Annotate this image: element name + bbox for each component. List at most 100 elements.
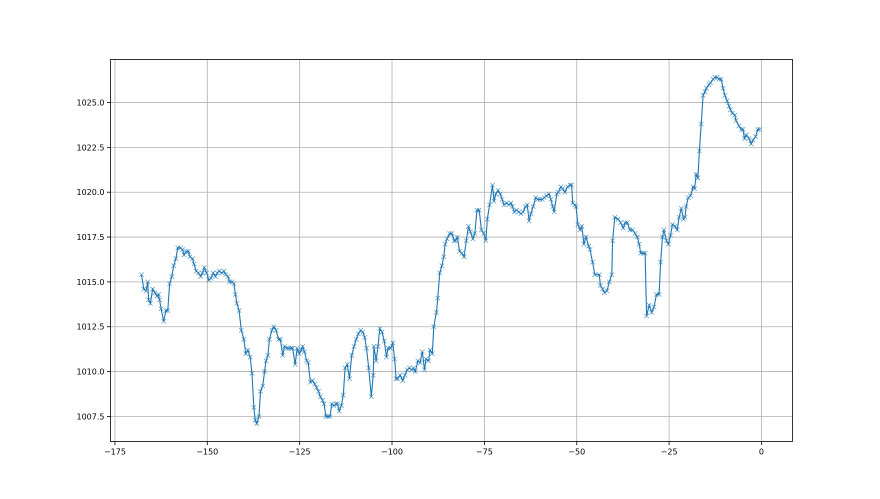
data-point-marker xyxy=(360,329,366,335)
data-point-marker xyxy=(231,281,237,287)
data-point-marker xyxy=(390,340,396,346)
data-point-marker xyxy=(698,121,704,127)
data-point-marker xyxy=(738,126,744,132)
data-point-marker xyxy=(618,220,624,226)
data-point-marker xyxy=(201,265,207,270)
ticks: −175 −150 −125 −100 −75 −50 −25 0 1007.5 1010.0 10… xyxy=(77,99,765,457)
data-point-marker xyxy=(212,274,218,279)
data-point-marker xyxy=(651,304,657,310)
data-point-marker xyxy=(158,306,164,312)
data-point-marker xyxy=(221,268,227,274)
data-point-marker xyxy=(143,288,149,294)
data-point-marker xyxy=(439,263,445,269)
data-point-marker xyxy=(444,236,450,242)
data-point-marker xyxy=(661,227,667,233)
data-point-marker xyxy=(186,248,191,254)
data-point-marker xyxy=(336,408,342,414)
data-point-marker xyxy=(351,344,357,349)
data-point-marker xyxy=(703,85,709,91)
y-tick-label: 1012.5 xyxy=(77,323,105,332)
data-point-marker xyxy=(526,218,532,224)
data-point-marker xyxy=(581,241,587,247)
data-point-marker xyxy=(284,345,290,351)
data-point-marker xyxy=(269,327,275,333)
data-point-marker xyxy=(530,204,536,210)
data-point-marker xyxy=(256,413,262,419)
data-point-marker xyxy=(497,191,503,197)
data-point-marker xyxy=(555,189,561,195)
data-point-marker xyxy=(499,196,505,202)
data-point-marker xyxy=(724,98,730,104)
data-point-marker xyxy=(669,222,675,227)
data-point-marker xyxy=(562,189,568,195)
data-point-marker xyxy=(658,259,664,265)
data-point-marker xyxy=(748,141,754,147)
data-point-marker xyxy=(210,270,216,276)
data-point-marker xyxy=(495,187,501,193)
data-point-marker xyxy=(746,135,752,141)
data-point-marker xyxy=(622,220,628,226)
data-point-marker xyxy=(204,270,210,276)
axes-frame xyxy=(110,59,793,442)
data-point-marker xyxy=(325,413,331,419)
data-point-marker xyxy=(402,372,408,378)
data-point-marker xyxy=(551,209,557,215)
data-point-marker xyxy=(733,118,739,123)
data-point-marker xyxy=(606,279,612,285)
data-point-marker xyxy=(375,344,381,349)
y-tick-label: 1022.5 xyxy=(77,143,105,152)
data-point-marker xyxy=(236,308,242,314)
data-point-marker xyxy=(610,238,616,244)
data-point-marker xyxy=(548,196,554,202)
data-point-marker xyxy=(161,318,167,324)
data-point-marker xyxy=(370,372,376,378)
data-point-marker xyxy=(294,345,300,351)
data-point-marker xyxy=(147,300,153,306)
data-point-marker xyxy=(449,231,455,236)
data-point-marker xyxy=(312,381,318,387)
data-point-marker xyxy=(146,297,152,303)
data-point-marker xyxy=(474,207,480,213)
data-point-marker xyxy=(338,403,344,409)
data-point-marker xyxy=(187,254,193,260)
data-point-marker xyxy=(753,134,759,140)
data-point-marker xyxy=(165,308,171,314)
data-point-marker xyxy=(150,286,156,292)
data-point-marker xyxy=(483,238,489,244)
data-point-marker xyxy=(238,327,244,333)
data-point-marker xyxy=(167,281,173,287)
data-point-marker xyxy=(682,214,688,220)
data-point-marker xyxy=(280,352,286,358)
data-point-marker xyxy=(646,302,652,308)
data-point-marker xyxy=(459,250,465,256)
data-point-marker xyxy=(180,247,185,253)
data-point-marker xyxy=(384,354,389,360)
data-point-marker xyxy=(470,236,476,242)
data-point-marker xyxy=(683,204,689,210)
data-point-marker xyxy=(700,92,706,98)
data-point-marker xyxy=(271,324,277,330)
data-point-marker xyxy=(156,291,161,297)
data-point-marker xyxy=(665,241,671,247)
data-point-marker xyxy=(692,186,698,192)
data-point-marker xyxy=(535,196,541,202)
data-point-marker xyxy=(412,369,418,375)
data-point-marker xyxy=(300,344,306,349)
data-point-marker xyxy=(644,313,650,319)
data-point-marker xyxy=(198,274,204,279)
data-point-marker xyxy=(604,288,610,294)
data-point-marker xyxy=(288,345,294,351)
data-point-marker xyxy=(195,270,201,276)
data-point-marker xyxy=(349,352,355,358)
data-point-marker xyxy=(620,225,626,231)
data-point-marker xyxy=(740,126,746,132)
data-point-marker xyxy=(410,365,416,371)
data-point-marker xyxy=(290,345,296,351)
data-point-marker xyxy=(379,329,385,335)
data-point-marker xyxy=(327,413,333,419)
data-point-marker xyxy=(368,394,374,400)
data-point-marker xyxy=(422,367,427,373)
data-point-marker xyxy=(454,234,460,240)
